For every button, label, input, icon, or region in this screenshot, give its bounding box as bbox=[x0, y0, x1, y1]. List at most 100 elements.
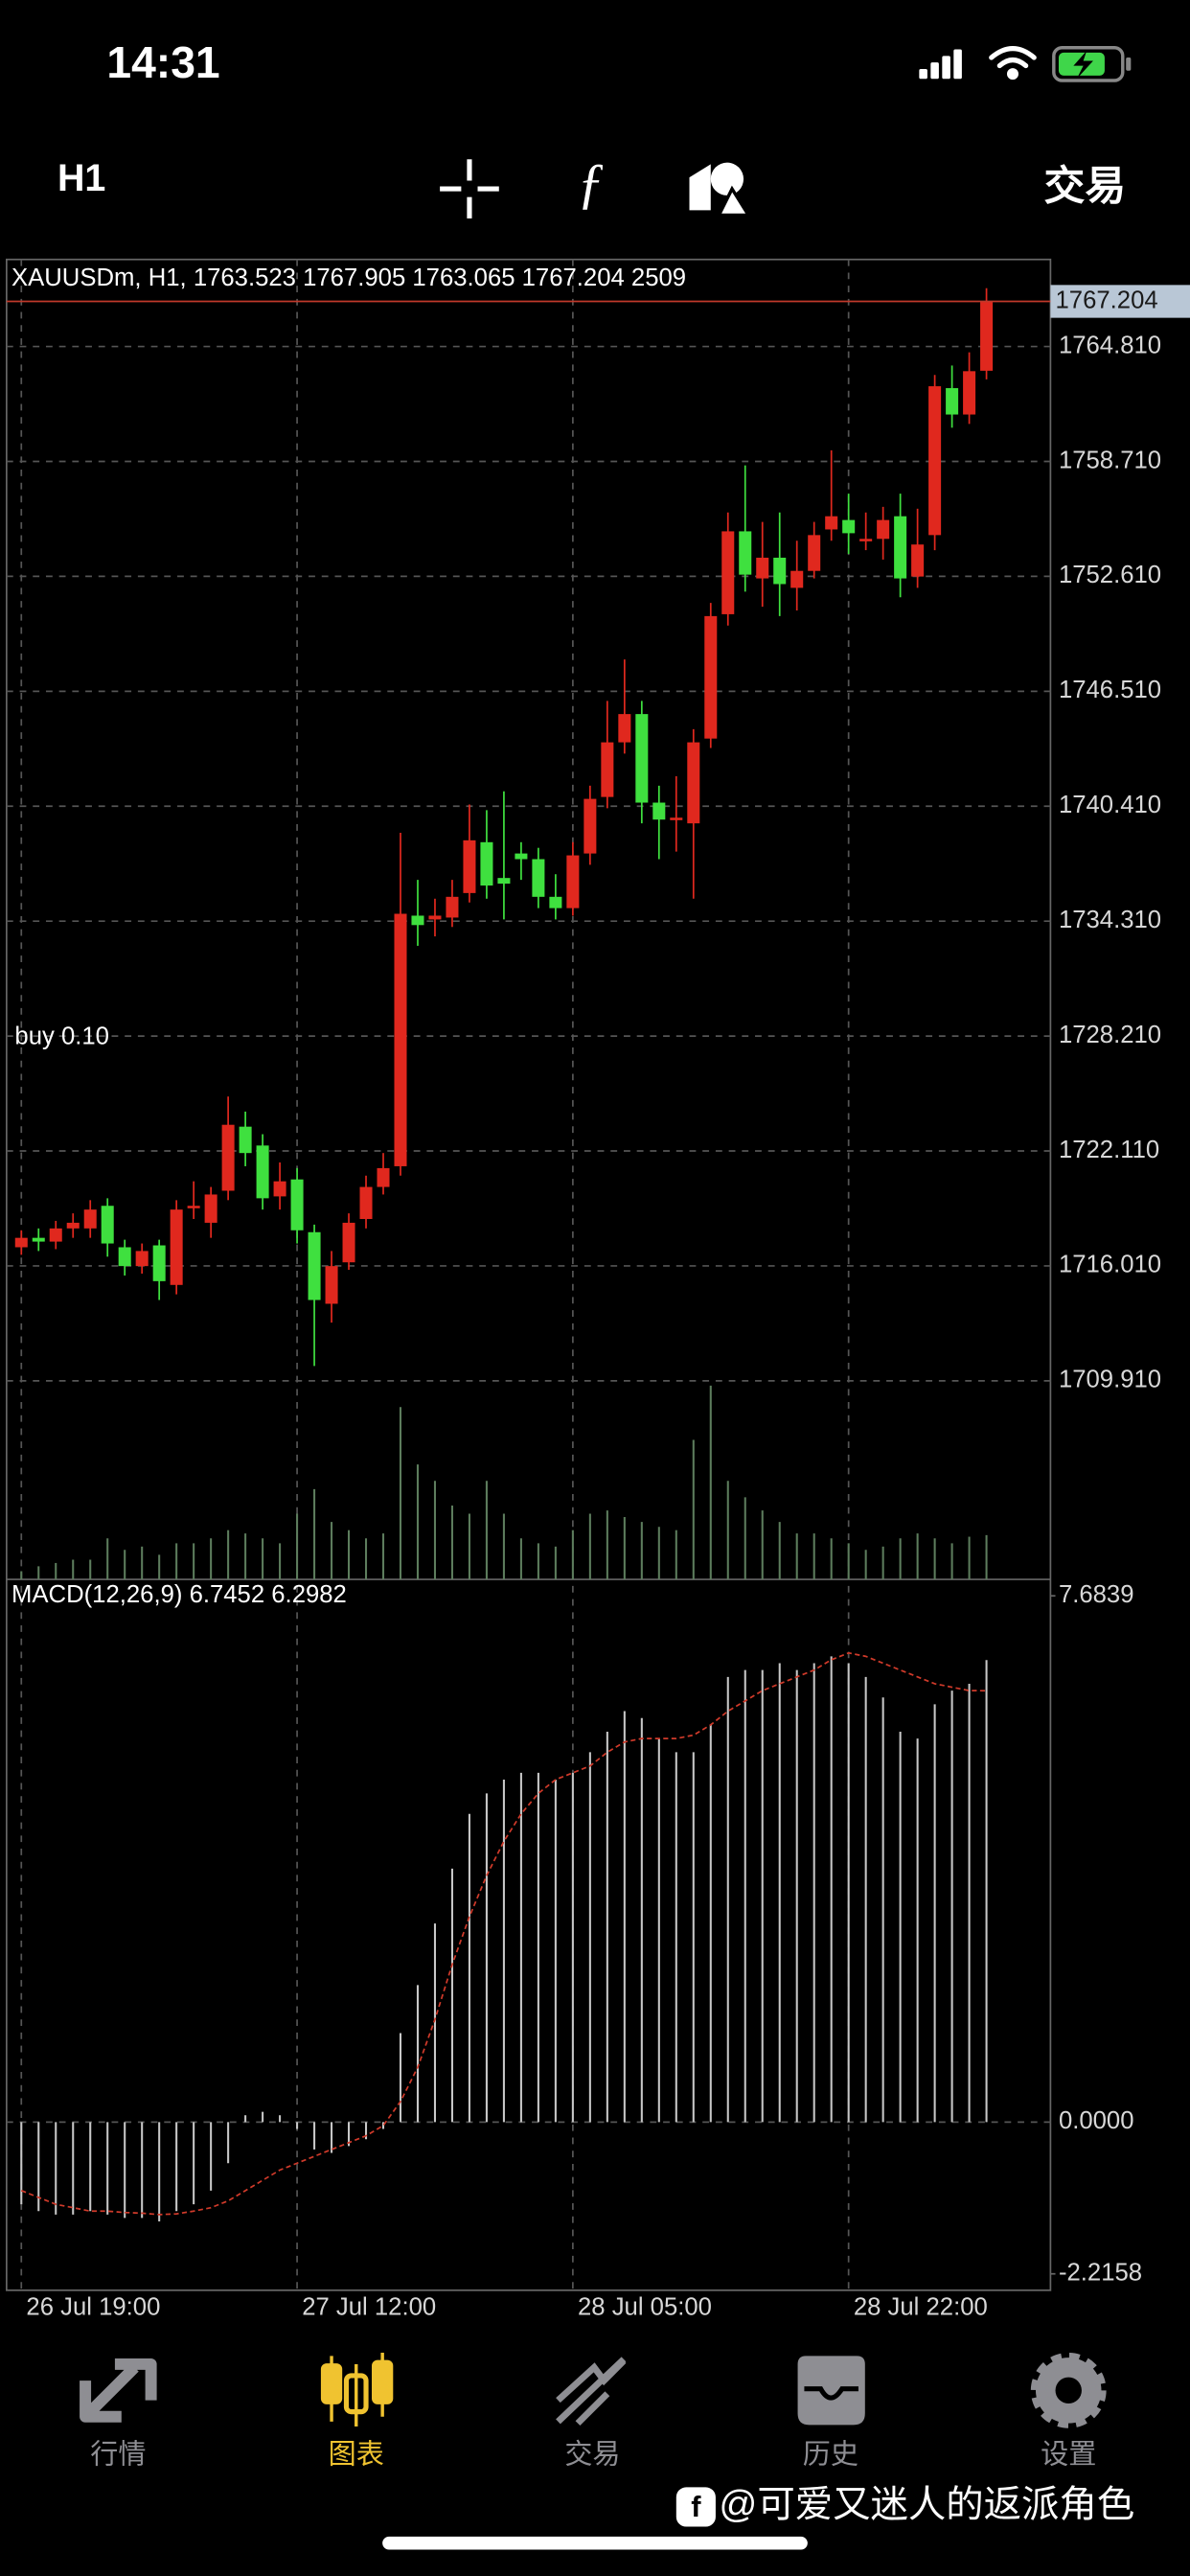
svg-text:f: f bbox=[691, 2490, 701, 2523]
candle-body bbox=[790, 570, 804, 588]
candle-body bbox=[652, 802, 666, 820]
signal-line bbox=[20, 1651, 987, 2216]
candle-body bbox=[911, 544, 925, 577]
home-indicator bbox=[382, 2536, 808, 2550]
candle-body bbox=[532, 859, 545, 897]
candle-body bbox=[32, 1237, 45, 1242]
candle-body bbox=[946, 388, 959, 415]
candle-body bbox=[515, 853, 528, 860]
candle-body bbox=[497, 878, 511, 885]
candle-body bbox=[842, 519, 856, 534]
candle-body bbox=[635, 714, 649, 803]
objects-button[interactable] bbox=[689, 162, 752, 218]
indicators-button[interactable]: ƒ bbox=[577, 151, 605, 214]
candle-body bbox=[66, 1222, 80, 1229]
candle-body bbox=[549, 896, 562, 908]
candle-body bbox=[721, 531, 735, 614]
y-tick-label: -2.2158 bbox=[1059, 2260, 1142, 2287]
tab-history[interactable] bbox=[797, 2356, 865, 2426]
x-tick-label: 28 Jul 05:00 bbox=[578, 2293, 712, 2320]
y-tick-label: 1746.510 bbox=[1059, 677, 1161, 703]
wifi-icon bbox=[989, 46, 1037, 80]
battery-icon bbox=[1052, 46, 1132, 82]
candle-body bbox=[566, 855, 580, 908]
candle-body bbox=[135, 1251, 149, 1267]
y-tick-label: 1709.910 bbox=[1059, 1367, 1161, 1393]
candle-body bbox=[101, 1206, 114, 1244]
tab-labels: 行情 图表 交易 历史 设置 bbox=[90, 2439, 1096, 2471]
y-tick-label: 1758.710 bbox=[1059, 447, 1161, 473]
tab-chart[interactable] bbox=[320, 2352, 394, 2427]
candle-body bbox=[928, 386, 942, 536]
tab-label: 历史 bbox=[803, 2439, 858, 2471]
candle-body bbox=[187, 1206, 200, 1208]
candle-body bbox=[463, 840, 476, 893]
candle-body bbox=[377, 1167, 390, 1187]
y-tick-label: 1728.210 bbox=[1059, 1022, 1161, 1048]
candle-body bbox=[342, 1222, 355, 1263]
candle-body bbox=[428, 915, 442, 920]
tab-label: 行情 bbox=[90, 2439, 146, 2471]
candle-body bbox=[756, 557, 769, 579]
candle-body bbox=[601, 742, 614, 797]
tab-label: 设置 bbox=[1041, 2440, 1096, 2471]
candle-body bbox=[480, 841, 493, 886]
candle-body bbox=[411, 915, 424, 926]
x-tick-label: 26 Jul 19:00 bbox=[26, 2293, 160, 2320]
candle-body bbox=[618, 714, 631, 743]
tab-label: 交易 bbox=[564, 2439, 620, 2471]
candle-body bbox=[877, 519, 890, 540]
y-tick-label: 1752.610 bbox=[1059, 562, 1161, 588]
price-tag bbox=[1050, 285, 1190, 318]
candle-body bbox=[963, 371, 976, 415]
x-tick-label: 27 Jul 12:00 bbox=[302, 2293, 436, 2320]
y-tick-label: 7.6839 bbox=[1059, 1581, 1134, 1608]
candle-body bbox=[14, 1237, 28, 1248]
signal-icon bbox=[919, 49, 962, 80]
y-tick-label: 1722.110 bbox=[1059, 1137, 1159, 1163]
candle-body bbox=[308, 1231, 321, 1300]
position-label: buy 0.10 bbox=[14, 1024, 109, 1050]
candle-body bbox=[221, 1124, 235, 1191]
candle-body bbox=[980, 301, 994, 371]
chart-frame bbox=[5, 258, 1052, 2291]
y-tick-label: 0.0000 bbox=[1059, 2107, 1134, 2134]
watermark-icon: f bbox=[675, 2487, 716, 2527]
trade-button[interactable]: 交易 bbox=[1044, 163, 1127, 209]
status-time: 14:31 bbox=[106, 37, 219, 87]
candle-body bbox=[118, 1247, 131, 1267]
timeframe-button[interactable]: H1 bbox=[57, 157, 105, 199]
candle-body bbox=[825, 516, 838, 530]
candle-body bbox=[894, 516, 907, 579]
tab-quotes[interactable] bbox=[80, 2358, 157, 2423]
candle-body bbox=[584, 798, 597, 854]
candle-body bbox=[859, 539, 873, 541]
candle-body bbox=[773, 557, 787, 585]
candle-body bbox=[446, 896, 459, 918]
y-tick-label: 1734.310 bbox=[1059, 907, 1161, 933]
candle-body bbox=[359, 1186, 373, 1219]
x-tick-label: 28 Jul 22:00 bbox=[854, 2293, 988, 2320]
candle-body bbox=[290, 1179, 304, 1230]
candle-body bbox=[687, 742, 700, 824]
watermark: @可爱又迷人的返派角色 bbox=[719, 2483, 1134, 2525]
candle-body bbox=[325, 1266, 338, 1304]
candle-body bbox=[239, 1126, 252, 1154]
candle-body bbox=[204, 1194, 217, 1223]
candle-body bbox=[170, 1209, 183, 1285]
tab-settings[interactable] bbox=[1030, 2352, 1107, 2428]
tab-trade[interactable] bbox=[556, 2357, 627, 2426]
candle-body bbox=[808, 535, 821, 571]
candle-body bbox=[49, 1228, 62, 1242]
candle-body bbox=[273, 1181, 286, 1197]
candle-body bbox=[704, 615, 718, 739]
candle-body bbox=[256, 1145, 269, 1199]
crosshair-button[interactable] bbox=[440, 159, 499, 218]
y-tick-label: 1740.410 bbox=[1059, 792, 1161, 818]
y-tick-label: 1764.810 bbox=[1059, 332, 1161, 358]
macd-title: MACD(12,26,9) 6.7452 6.2982 bbox=[11, 1581, 347, 1608]
tab-label: 图表 bbox=[329, 2439, 384, 2471]
price-tag-label: 1767.204 bbox=[1056, 287, 1158, 313]
